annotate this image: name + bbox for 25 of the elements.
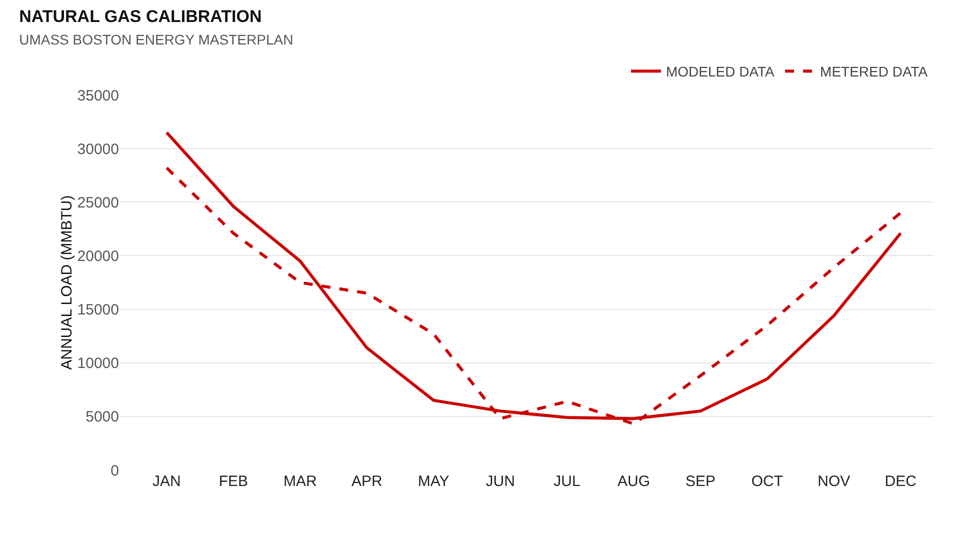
x-tick-label: AUG: [617, 473, 650, 490]
x-tick-label: MAR: [283, 473, 317, 490]
y-tick-label: 15000: [77, 302, 119, 319]
y-tick-label: 10000: [77, 355, 119, 372]
chart-title: NATURAL GAS CALIBRATION: [19, 7, 262, 26]
x-tick-label: MAY: [418, 473, 450, 490]
y-tick-label: 5000: [86, 408, 119, 426]
y-tick-label: 25000: [77, 194, 119, 212]
x-tick-label: JAN: [152, 473, 181, 490]
legend-label: METERED DATA: [820, 64, 928, 80]
x-tick-label: NOV: [818, 473, 850, 490]
legend-label: MODELED DATA: [666, 64, 776, 80]
x-tick-label: JUN: [486, 473, 515, 490]
x-tick-label: JUL: [554, 473, 580, 490]
x-tick-label: APR: [351, 473, 382, 490]
y-axis-title: ANNUAL LOAD (MMBTU): [58, 195, 76, 370]
chart-subtitle: UMASS BOSTON ENERGY MASTERPLAN: [19, 31, 294, 48]
x-tick-label: OCT: [751, 473, 784, 490]
x-tick-label: DEC: [884, 473, 917, 490]
x-tick-label: FEB: [218, 473, 248, 490]
x-tick-label: SEP: [685, 473, 716, 490]
y-tick-label: 30000: [77, 140, 119, 158]
y-tick-label: 35000: [77, 87, 119, 104]
y-tick-label: 0: [110, 462, 119, 480]
y-tick-label: 20000: [77, 248, 119, 265]
